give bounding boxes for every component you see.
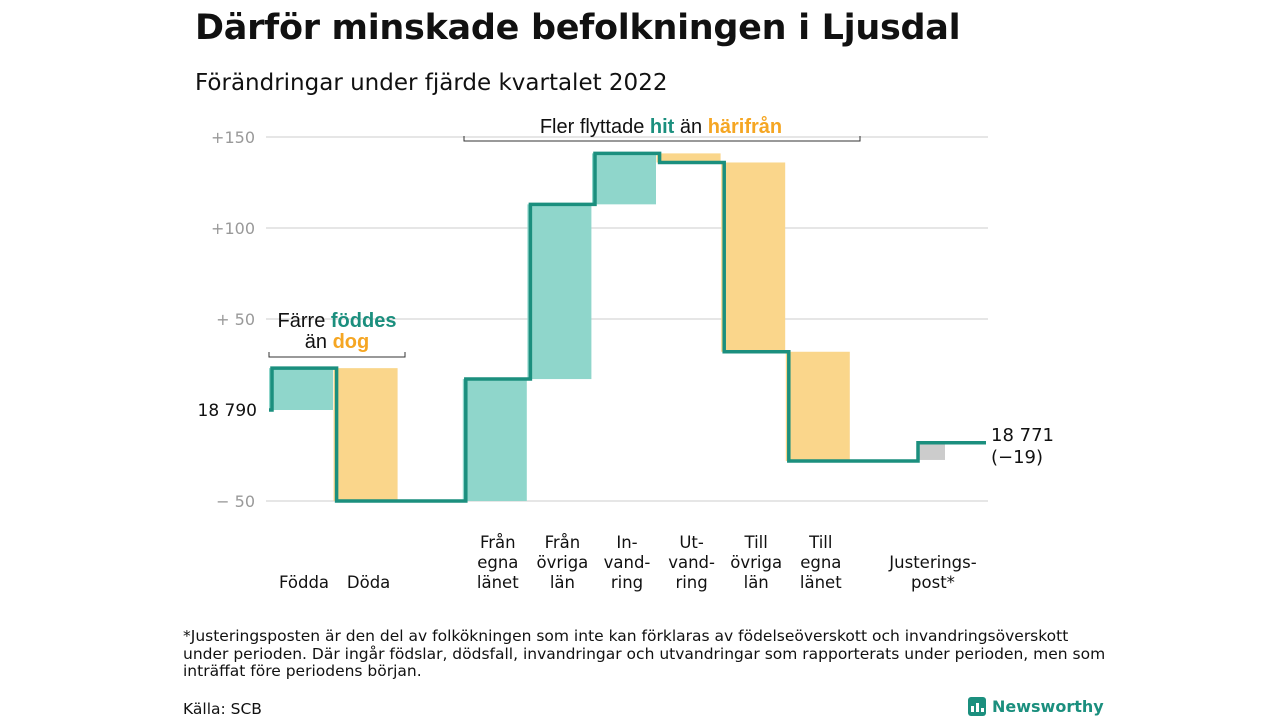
category-label: vand-	[668, 553, 715, 572]
bar-in	[527, 204, 592, 380]
category-label: Till	[808, 533, 832, 552]
category-label: ring	[611, 573, 643, 592]
y-tick-label: + 50	[216, 310, 255, 329]
category-label: ring	[675, 573, 707, 592]
category-label: Till	[744, 533, 768, 552]
bar-out	[333, 368, 398, 501]
category-label: Från	[480, 533, 516, 552]
bar-out	[785, 351, 850, 461]
y-tick-label: +100	[211, 219, 255, 238]
annotation-births-deaths: än dog	[305, 331, 369, 353]
annotation-bracket	[268, 352, 406, 358]
category-label: Födda	[279, 573, 329, 592]
category-label: län	[550, 573, 575, 592]
category-label: vand-	[604, 553, 651, 572]
category-label: länet	[477, 573, 519, 592]
end-value-label: (−19)	[991, 447, 1043, 468]
logo-icon	[968, 697, 986, 716]
cumulative-step-line	[269, 151, 986, 503]
y-tick-label: +150	[211, 128, 255, 147]
category-label: egna	[800, 553, 841, 572]
category-label: Justerings-	[888, 553, 976, 572]
bar-in	[462, 379, 527, 501]
source-label: Källa: SCB	[183, 700, 262, 718]
annotation-births-deaths: Färre föddes	[278, 310, 397, 332]
bar-in	[269, 368, 333, 410]
y-tick-label: − 50	[216, 492, 255, 511]
category-label: post*	[911, 573, 955, 592]
logo-text: Newsworthy	[992, 697, 1104, 716]
category-label: Döda	[347, 573, 390, 592]
bar-adjustment	[917, 442, 945, 460]
category-label: egna	[477, 553, 518, 572]
category-label: övriga	[536, 553, 588, 572]
newsworthy-logo: Newsworthy	[968, 697, 1104, 716]
category-label: övriga	[730, 553, 782, 572]
annotation-migration: Fler flyttade hit än härifrån	[540, 115, 782, 138]
bar-in	[592, 153, 656, 205]
category-label: länet	[800, 573, 842, 592]
start-value-label: 18 790	[198, 401, 257, 421]
annotation-bracket	[463, 136, 861, 142]
category-label: Från	[545, 533, 581, 552]
waterfall-chart: +150 +100 + 50 18 790 − 50 18 771(−19) Födda Dö…	[198, 115, 1054, 592]
chart-title: Därför minskade befolkningen i Ljusdal	[195, 8, 961, 48]
bar-out	[721, 162, 786, 352]
category-label: Ut-	[679, 533, 704, 552]
end-value-label: 18 771	[991, 425, 1054, 446]
category-label: län	[744, 573, 769, 592]
footnote: *Justeringsposten är den del av folkökni…	[183, 627, 1106, 680]
bar-out	[656, 153, 721, 163]
category-label: In-	[616, 533, 637, 552]
chart-subtitle: Förändringar under fjärde kvartalet 2022	[195, 70, 668, 96]
